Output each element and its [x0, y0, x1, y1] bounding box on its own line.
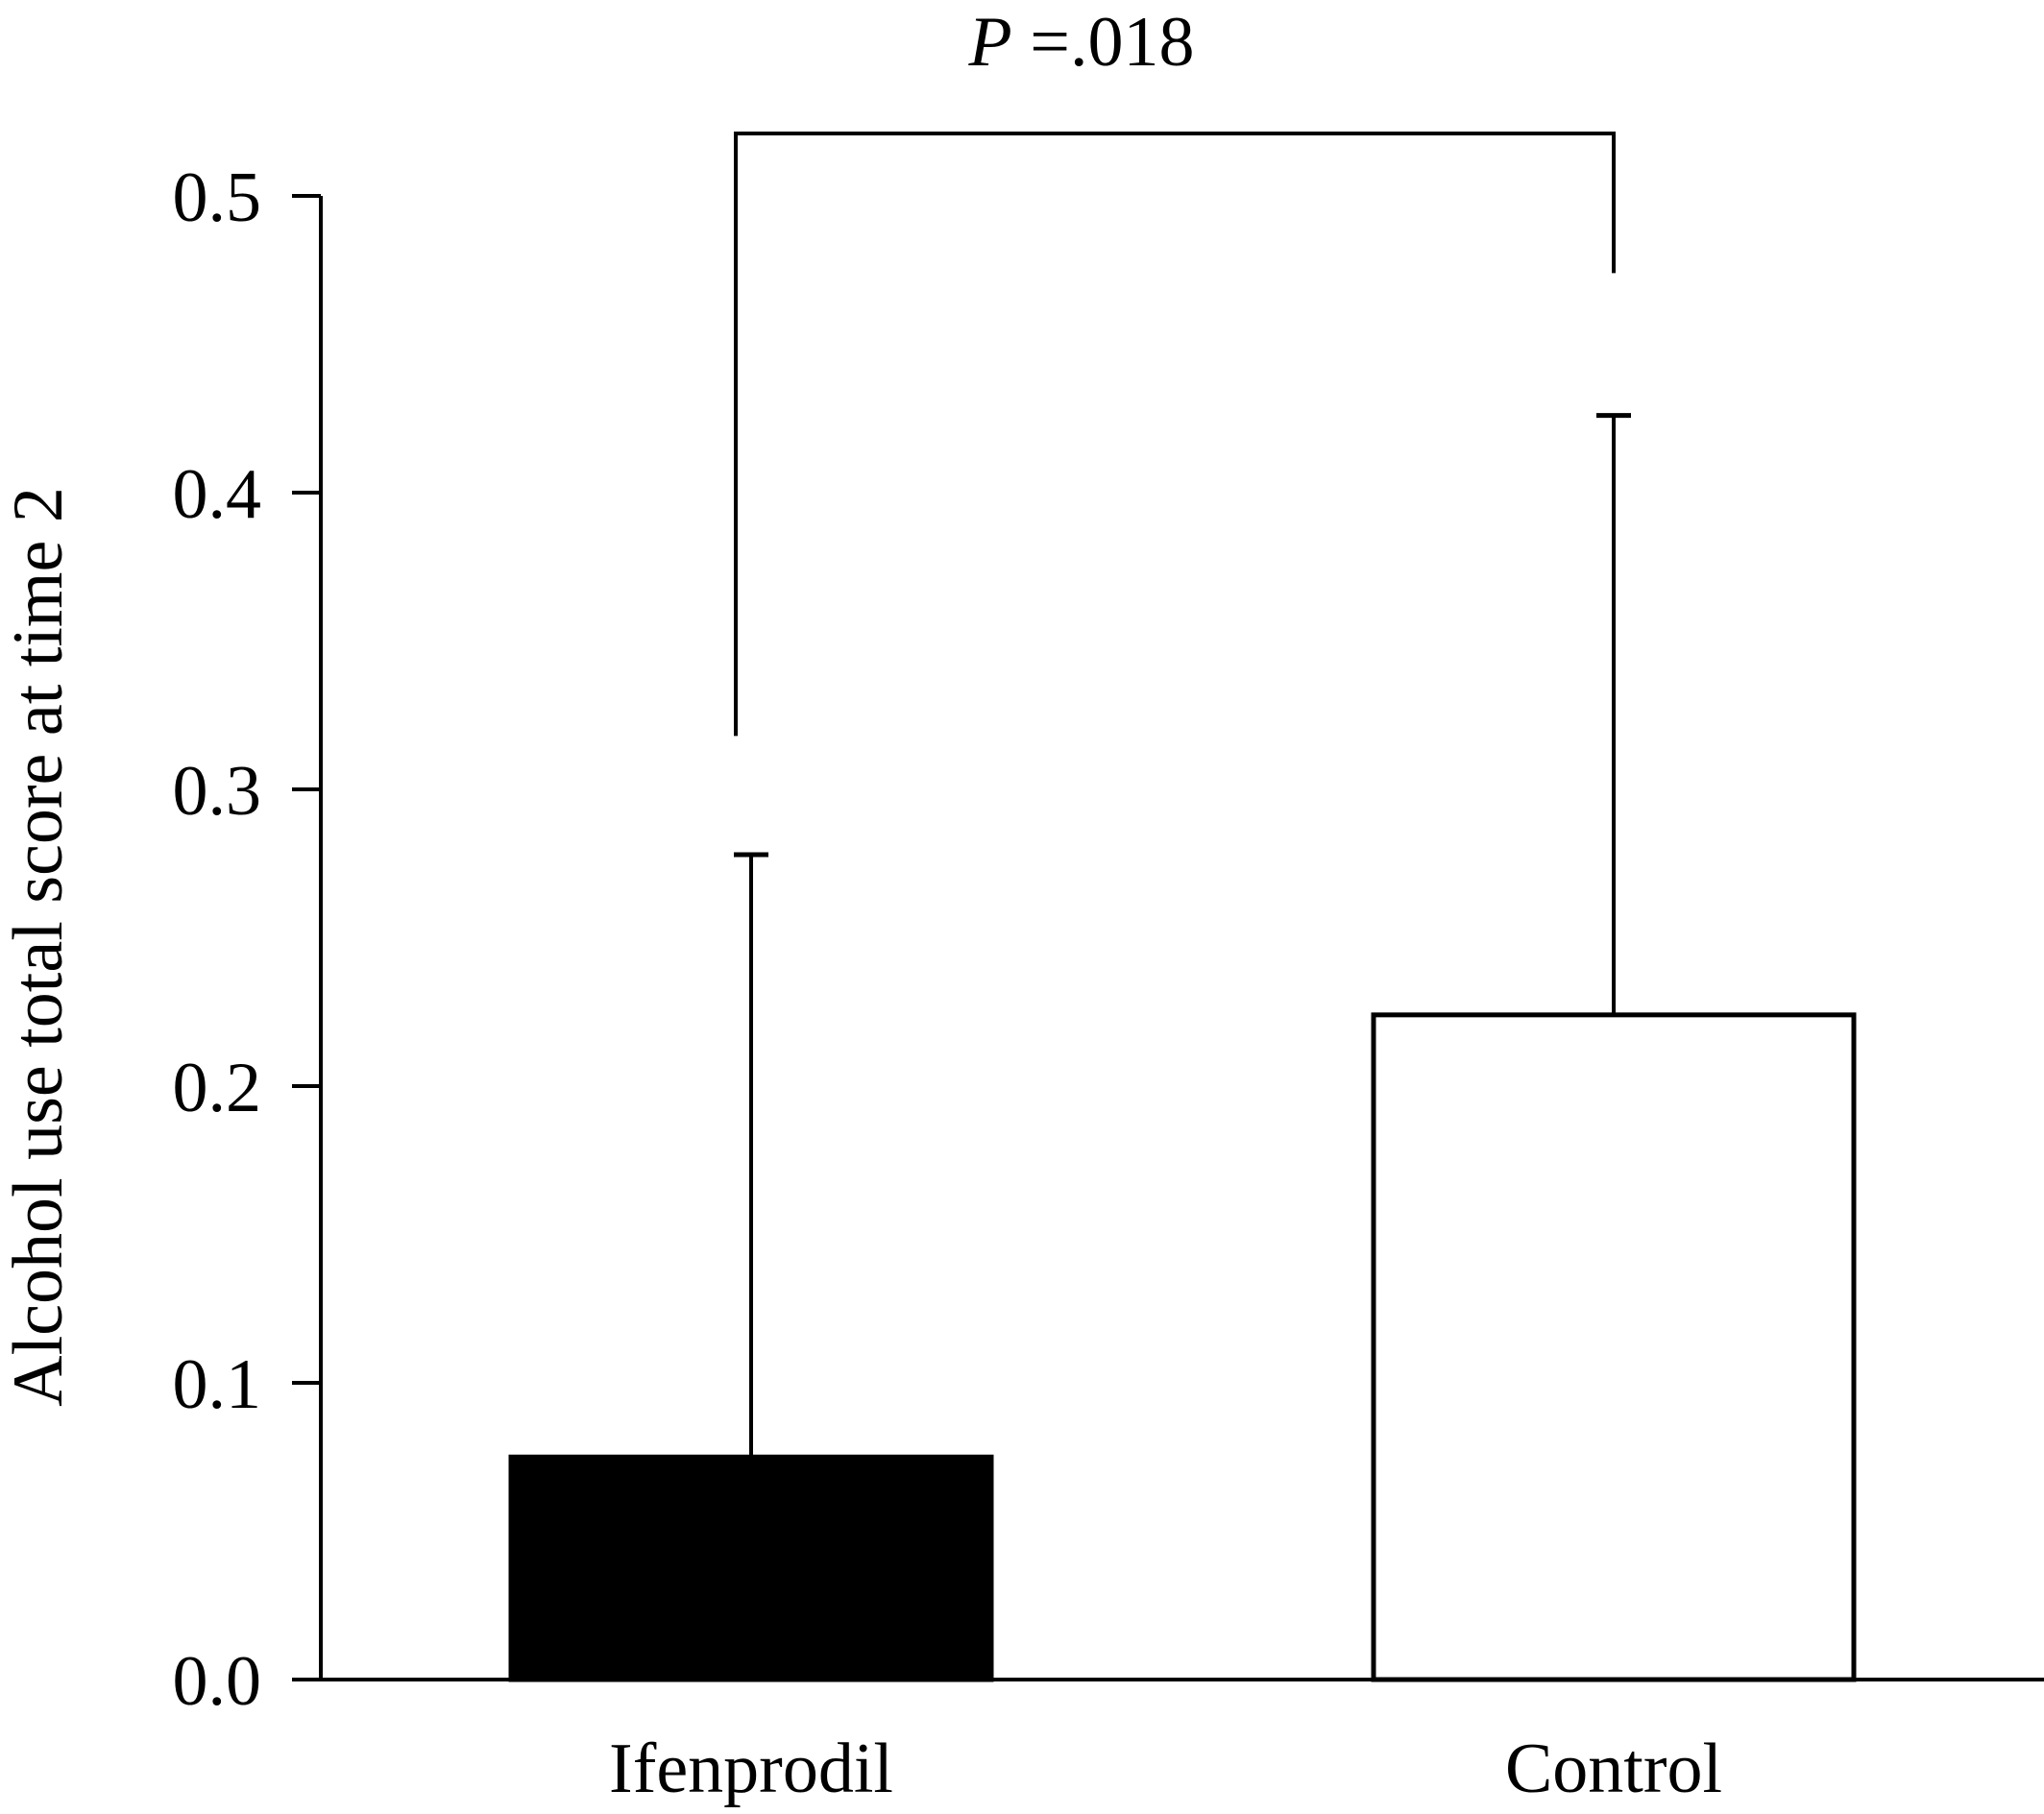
y-axis-title: Alcohol use total score at time 2	[0, 487, 78, 1407]
y-tick-label: 0.5	[173, 158, 262, 237]
category-labels: Ifenprodil Control	[609, 1729, 1722, 1808]
y-tick-label: 0.0	[173, 1642, 262, 1721]
error-bars	[734, 413, 1631, 1458]
y-ticks: 0.0 0.1 0.2 0.3 0.4 0.5	[173, 158, 321, 1721]
p-value-text: =.018	[1012, 3, 1195, 82]
bars	[508, 1012, 1857, 1682]
category-label-ifenprodil: Ifenprodil	[609, 1729, 893, 1808]
category-label-control: Control	[1505, 1729, 1722, 1808]
p-value-symbol: P	[968, 3, 1012, 82]
bar-ifenprodil	[508, 1454, 994, 1682]
p-value-label: P =.018	[968, 3, 1195, 82]
bar-control	[1371, 1012, 1857, 1682]
y-tick-label: 0.3	[173, 752, 262, 831]
y-tick-label: 0.2	[173, 1049, 262, 1127]
significance-bracket-line	[734, 132, 1616, 737]
significance-bracket: P =.018	[734, 3, 1616, 737]
y-tick-label: 0.1	[173, 1345, 262, 1424]
y-tick-label: 0.4	[173, 455, 262, 534]
